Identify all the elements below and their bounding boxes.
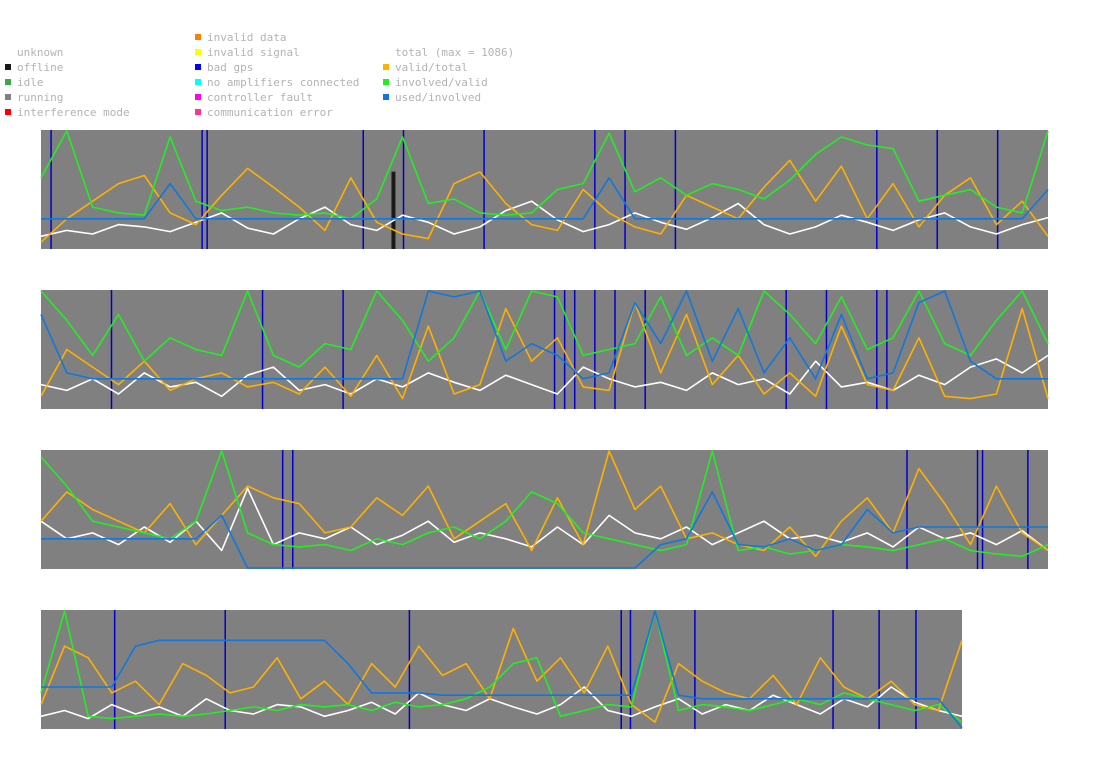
legend-item: no amplifiers connected bbox=[195, 75, 360, 90]
series-line-1 bbox=[40, 686, 963, 720]
panel-1 bbox=[40, 130, 1049, 249]
legend-swatch bbox=[383, 79, 389, 85]
offline-marker bbox=[391, 171, 396, 249]
series-line-2 bbox=[40, 159, 1049, 243]
legend-swatch bbox=[5, 64, 11, 70]
legend-item: total (max = 1086) bbox=[395, 45, 514, 60]
legend-label: idle bbox=[17, 76, 44, 89]
series-line-2 bbox=[40, 450, 1049, 558]
legend-swatch bbox=[195, 34, 201, 40]
legend-swatch bbox=[5, 94, 11, 100]
legend-label: bad gps bbox=[207, 61, 254, 74]
legend-item: controller fault bbox=[195, 90, 313, 105]
legend-label: invalid signal bbox=[207, 46, 300, 59]
panel-3 bbox=[40, 450, 1049, 569]
legend-swatch bbox=[383, 64, 389, 70]
series-line-4 bbox=[40, 290, 1048, 380]
legend-item: invalid signal bbox=[195, 45, 300, 60]
legend-swatch bbox=[5, 79, 11, 85]
legend-label: total (max = 1086) bbox=[395, 46, 515, 59]
legend-label: interference mode bbox=[17, 106, 130, 119]
series-line-1 bbox=[40, 200, 1049, 238]
series-line-4 bbox=[41, 177, 1049, 220]
running-band bbox=[41, 130, 1048, 249]
series-line-4 bbox=[41, 491, 1048, 569]
legend-item: idle bbox=[5, 75, 44, 90]
legend-item: involved/valid bbox=[383, 75, 488, 90]
panel-2 bbox=[40, 290, 1049, 409]
legend-swatch bbox=[195, 109, 201, 115]
series-line-3 bbox=[40, 450, 1049, 558]
legend-label: involved/valid bbox=[395, 76, 488, 89]
legend-item: communication error bbox=[195, 105, 333, 120]
series-line-3 bbox=[40, 130, 1049, 220]
legend-item: used/involved bbox=[383, 90, 482, 105]
legend-label: unknown bbox=[17, 46, 64, 59]
legend-label: valid/total bbox=[395, 61, 468, 74]
legend-label: used/involved bbox=[395, 91, 482, 104]
series-line-4 bbox=[41, 610, 963, 729]
legend-label: running bbox=[17, 91, 64, 104]
series-line-3 bbox=[40, 290, 1049, 368]
legend-swatch bbox=[195, 64, 201, 70]
legend-item: unknown bbox=[17, 45, 63, 60]
legend-swatch bbox=[195, 79, 201, 85]
legend-item: invalid data bbox=[195, 30, 287, 45]
legend-item: running bbox=[5, 90, 64, 105]
legend-label: offline bbox=[17, 61, 64, 74]
series-line-1 bbox=[40, 354, 1049, 398]
series-line-2 bbox=[40, 627, 963, 723]
legend-item: offline bbox=[5, 60, 64, 75]
legend-item: valid/total bbox=[383, 60, 468, 75]
legend-item: interference mode bbox=[5, 105, 130, 120]
legend-label: invalid data bbox=[207, 31, 287, 44]
legend: unknown offline idle running interference mo… bbox=[0, 0, 1095, 125]
running-band bbox=[41, 450, 1048, 569]
legend-swatch bbox=[383, 94, 389, 100]
legend-swatch bbox=[5, 109, 11, 115]
series-line-1 bbox=[40, 487, 1049, 552]
legend-swatch bbox=[195, 94, 201, 100]
legend-label: no amplifiers connected bbox=[207, 76, 360, 89]
legend-item: bad gps bbox=[195, 60, 254, 75]
panel-4 bbox=[40, 610, 963, 729]
series-line-3 bbox=[40, 610, 963, 723]
legend-label: communication error bbox=[207, 106, 333, 119]
legend-label: controller fault bbox=[207, 91, 313, 104]
legend-swatch bbox=[195, 49, 201, 55]
